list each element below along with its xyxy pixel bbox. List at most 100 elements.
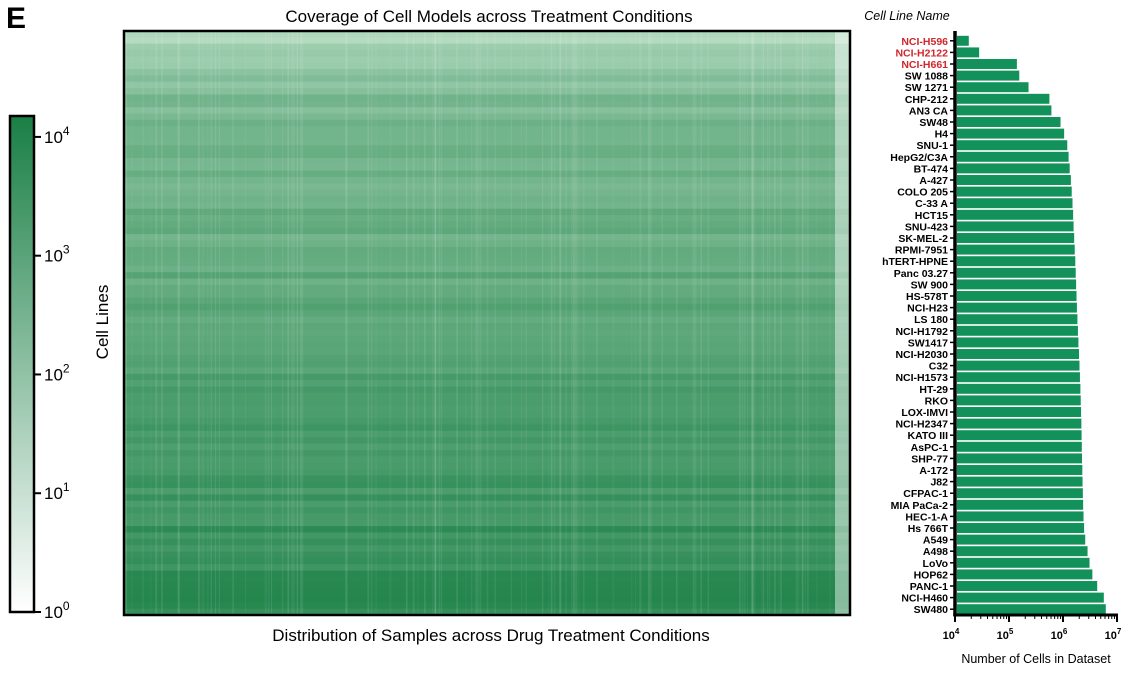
heatmap-column-streak <box>161 31 163 615</box>
bar <box>957 349 1080 359</box>
heatmap-column-streak <box>816 31 818 615</box>
bar-category-label: AN3 CA <box>909 105 949 117</box>
bar-category-label: NCI-H460 <box>901 593 948 605</box>
heatmap-row <box>124 316 850 324</box>
heatmap-column-streak <box>695 31 697 615</box>
heatmap-column-streak <box>245 31 246 615</box>
heatmap-row <box>124 170 850 178</box>
heatmap-column-streak <box>761 31 763 615</box>
heatmap-row <box>124 475 850 483</box>
heatmap-rows <box>124 31 850 616</box>
heatmap-row <box>124 424 850 432</box>
bar <box>957 82 1029 93</box>
colorbar-tick-label: 104 <box>44 124 70 147</box>
bar-category-label: SW48 <box>919 117 948 129</box>
bar-category-label: NCI-H1792 <box>895 326 948 338</box>
bar <box>957 186 1072 197</box>
bar-category-label: HOP62 <box>914 569 949 581</box>
bar <box>957 151 1069 162</box>
bar <box>957 47 980 58</box>
bar-category-label: PANC-1 <box>910 581 948 593</box>
heatmap-row <box>124 246 850 254</box>
heatmap-column-streak <box>300 31 302 615</box>
heatmap-column-streak <box>142 31 144 615</box>
bar-category-label: SW 1088 <box>905 71 948 83</box>
heatmap-row <box>124 608 850 616</box>
heatmap-column-streak <box>521 31 523 615</box>
heatmap-column-streak <box>406 31 408 615</box>
bar <box>957 35 969 46</box>
bar-category-label: H4 <box>935 129 949 141</box>
bar <box>957 337 1079 348</box>
heatmap-row <box>124 221 850 229</box>
bar <box>957 140 1068 151</box>
heatmap-xlabel: Distribution of Samples across Drug Trea… <box>272 626 709 645</box>
heatmap-column-streak <box>548 31 550 615</box>
heatmap-row <box>124 361 850 368</box>
heatmap-row <box>124 240 850 248</box>
heatmap-column-streak <box>768 31 771 615</box>
bar <box>957 418 1082 429</box>
bar-xlabel: Number of Cells in Dataset <box>961 652 1111 666</box>
heatmap-column-streak <box>753 31 756 615</box>
colorbar: 100 101 102 103 104 <box>8 114 70 622</box>
bar <box>957 557 1090 568</box>
bar <box>957 175 1071 185</box>
heatmap-row <box>124 272 850 279</box>
bar-category-label: CHP-212 <box>905 94 948 106</box>
heatmap-row <box>124 513 850 521</box>
bar <box>957 302 1077 313</box>
heatmap-column-streak <box>766 31 768 615</box>
heatmap-row <box>124 519 850 527</box>
heatmap-column-streak <box>573 31 575 615</box>
heatmap-ylabel: Cell Lines <box>93 285 112 360</box>
heatmap-column-streak <box>804 31 806 615</box>
heatmap-column-streak <box>471 31 473 615</box>
bar-category-label: SK-MEL-2 <box>898 233 948 245</box>
heatmap-row <box>124 253 850 260</box>
heatmap-column-streak <box>178 31 180 615</box>
heatmap-row <box>124 227 850 235</box>
heatmap-column-streak <box>412 31 415 615</box>
bar-category-label: SNU-423 <box>905 221 948 233</box>
heatmap-row <box>124 386 850 394</box>
heatmap-column-streak <box>155 31 158 615</box>
heatmap-row <box>124 145 850 153</box>
bar-x-tick-label: 106 <box>1051 627 1068 642</box>
bar <box>957 267 1076 278</box>
heatmap-row <box>124 342 850 349</box>
bar <box>957 407 1082 417</box>
heatmap-row <box>124 551 850 559</box>
heatmap-column-streak <box>210 31 212 615</box>
bar <box>957 117 1061 127</box>
heatmap-row <box>124 469 850 476</box>
bar-category-label: LoVo <box>923 558 948 570</box>
heatmap-column-streak <box>639 31 642 615</box>
heatmap-column-streak <box>829 31 831 615</box>
heatmap-row <box>124 100 850 108</box>
heatmap-row <box>124 500 850 508</box>
heatmap-column-streak <box>271 31 273 615</box>
heatmap-row <box>124 215 850 222</box>
bar <box>957 395 1081 406</box>
heatmap-column-streak <box>574 31 577 615</box>
heatmap-row <box>124 532 850 540</box>
colorbar-frame <box>8 114 36 614</box>
bar-category-label: RPMI-7951 <box>895 245 948 257</box>
bar <box>957 569 1093 580</box>
heatmap-row <box>124 138 850 146</box>
bar <box>957 256 1076 267</box>
heatmap-row <box>124 507 850 514</box>
bar <box>957 244 1075 255</box>
colorbar-tick-label: 101 <box>44 480 70 503</box>
heatmap-row <box>124 196 850 203</box>
heatmap-column-streak <box>550 31 553 615</box>
bar-category-label: SHP-77 <box>911 453 948 465</box>
heatmap-row <box>124 418 850 425</box>
bar-category-label: HEC-1-A <box>905 511 948 523</box>
bar-category-label: SW 1271 <box>905 82 948 94</box>
heatmap-column-streak <box>367 31 370 615</box>
heatmap-column-streak <box>232 31 235 615</box>
bar <box>957 523 1085 533</box>
